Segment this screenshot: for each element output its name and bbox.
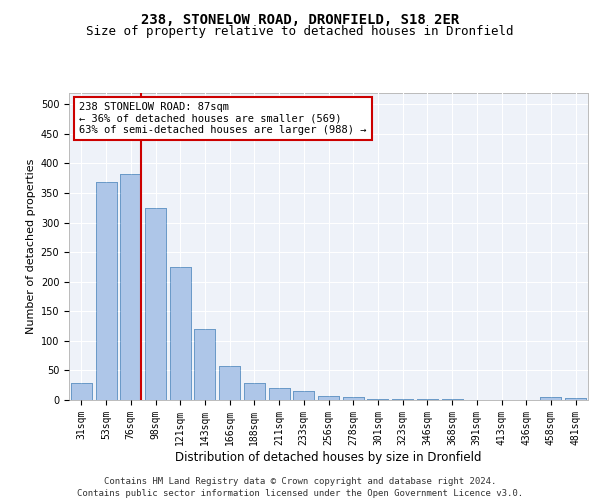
Bar [541, 397, 562, 400]
Bar [269, 388, 290, 400]
Bar [95, 182, 116, 400]
Bar [269, 388, 290, 400]
Bar [219, 366, 240, 400]
Bar [565, 398, 586, 400]
Bar [392, 399, 413, 400]
Bar [194, 329, 215, 400]
X-axis label: Distribution of detached houses by size in Dronfield: Distribution of detached houses by size … [175, 450, 482, 464]
Bar [565, 398, 586, 400]
Bar [170, 267, 191, 400]
Bar [244, 384, 265, 400]
Text: 238 STONELOW ROAD: 87sqm
← 36% of detached houses are smaller (569)
63% of semi-: 238 STONELOW ROAD: 87sqm ← 36% of detach… [79, 102, 367, 135]
Bar [145, 208, 166, 400]
Bar [318, 396, 339, 400]
Bar [145, 208, 166, 400]
Bar [367, 399, 388, 400]
Bar [541, 397, 562, 400]
Bar [194, 329, 215, 400]
Bar [367, 399, 388, 400]
Bar [120, 174, 141, 400]
Bar [95, 182, 116, 400]
Text: 238, STONELOW ROAD, DRONFIELD, S18 2ER: 238, STONELOW ROAD, DRONFIELD, S18 2ER [141, 12, 459, 26]
Bar [71, 384, 92, 400]
Y-axis label: Number of detached properties: Number of detached properties [26, 158, 37, 334]
Bar [293, 391, 314, 400]
Bar [293, 391, 314, 400]
Bar [244, 384, 265, 400]
Bar [170, 267, 191, 400]
Bar [219, 366, 240, 400]
Bar [318, 396, 339, 400]
Bar [392, 399, 413, 400]
Text: Contains HM Land Registry data © Crown copyright and database right 2024.
Contai: Contains HM Land Registry data © Crown c… [77, 476, 523, 498]
Bar [71, 384, 92, 400]
Bar [343, 397, 364, 400]
Bar [120, 174, 141, 400]
Text: Size of property relative to detached houses in Dronfield: Size of property relative to detached ho… [86, 25, 514, 38]
Bar [343, 397, 364, 400]
